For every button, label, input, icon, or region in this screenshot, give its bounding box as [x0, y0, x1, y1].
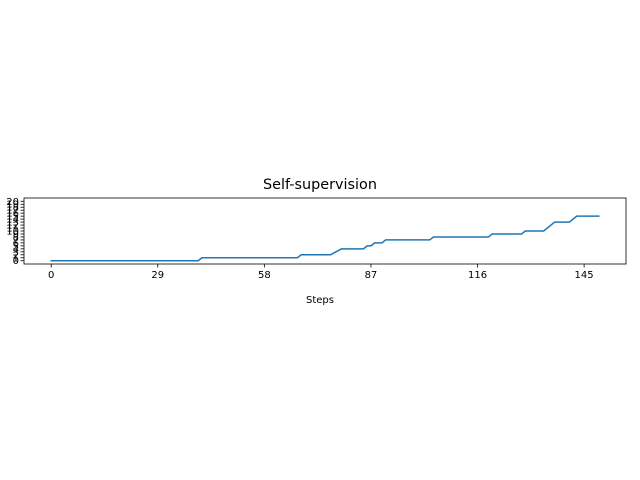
y-tick-label: 8 [13, 232, 19, 243]
y-tick-label: 19 [6, 200, 19, 211]
x-axis-label: Steps [306, 295, 334, 306]
y-tick-label: 13 [6, 218, 19, 229]
x-tick-label: 116 [468, 270, 487, 281]
x-tick-label: 58 [258, 270, 271, 281]
chart-title: Self-supervision [263, 177, 377, 193]
y-tick-label: 4 [13, 244, 19, 255]
y-tick-label: 2 [13, 250, 19, 261]
y-tick-label: 18 [6, 203, 19, 214]
y-tick-label: 9 [13, 229, 19, 240]
x-tick-label: 145 [575, 270, 594, 281]
y-tick-label: 20 [6, 197, 19, 208]
y-tick-label: 5 [13, 241, 19, 252]
y-tick-label: 16 [6, 209, 19, 220]
y-tick-label: 10 [6, 227, 19, 238]
y-tick-label: 17 [6, 206, 19, 217]
x-tick-label: 0 [48, 270, 54, 281]
series-layer [50, 215, 600, 262]
y-tick-label: 12 [6, 221, 19, 232]
y-tick-label: 1 [13, 253, 19, 264]
y-tick-label: 3 [13, 247, 19, 258]
y-tick-label: 15 [6, 212, 19, 223]
y-tick-label: 14 [6, 215, 19, 226]
y-tick-label: 0 [13, 256, 19, 267]
y-tick-label: 6 [13, 238, 19, 249]
x-tick-label: 87 [365, 270, 378, 281]
y-tick-label: 7 [13, 235, 19, 246]
y-tick-label: 11 [6, 224, 19, 235]
x-axis: 0 29 58 87 116 145 [48, 264, 594, 281]
series-line [50, 215, 600, 262]
x-tick-label: 29 [151, 270, 164, 281]
